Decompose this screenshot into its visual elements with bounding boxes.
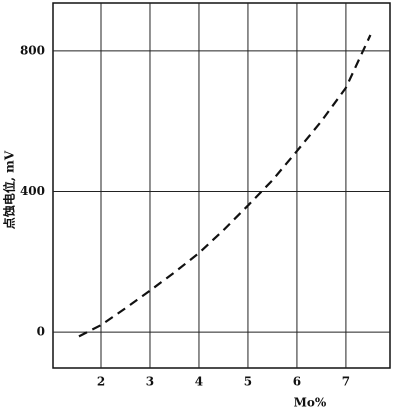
x-tick-label: 5: [244, 375, 252, 389]
y-tick-label: 800: [20, 43, 45, 57]
x-tick-label: 2: [97, 375, 105, 389]
x-tick-label: 6: [293, 375, 301, 389]
x-tick-label: 3: [146, 375, 154, 389]
data-line: [78, 34, 372, 338]
x-tick-label: 4: [195, 375, 203, 389]
plot-frame: [52, 2, 391, 369]
y-axis-label: 点蚀电位, mV: [2, 150, 17, 229]
y-tick-label: 0: [37, 325, 45, 339]
x-axis-label: Mo%: [294, 396, 327, 410]
y-tick-label: 400: [20, 184, 45, 198]
x-tick-label: 7: [342, 375, 350, 389]
